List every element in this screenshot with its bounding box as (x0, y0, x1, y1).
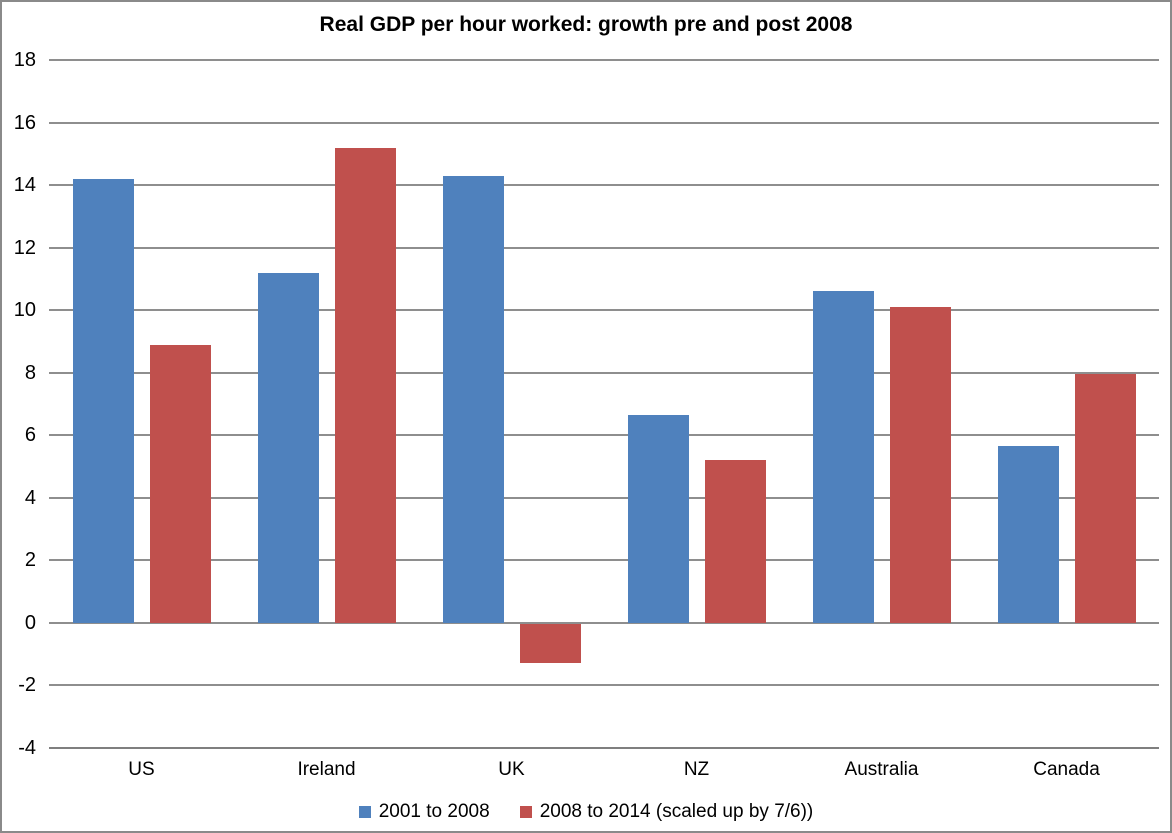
x-category-label-canada: Canada (1033, 759, 1100, 780)
bar-uk-series2 (520, 623, 581, 663)
bar-ireland-series1 (258, 272, 319, 623)
bar-nz-series2 (705, 460, 766, 623)
bar-us-series2 (150, 344, 211, 623)
gridline-y-12 (49, 246, 1159, 249)
y-tick-label-18: 18 (13, 49, 36, 71)
x-category-label-us: US (128, 759, 155, 780)
legend-item-series2: 2008 to 2014 (scaled up by 7/6)) (519, 801, 814, 823)
x-category-label-nz: NZ (683, 759, 710, 780)
y-tick-label-2: 2 (24, 549, 36, 572)
x-category-label-ireland: Ireland (297, 759, 356, 780)
gridline-y-14 (49, 184, 1159, 187)
y-tick-label-12: 12 (13, 236, 36, 259)
x-category-label-australia: Australia (844, 759, 919, 780)
gridline-y-8 (49, 371, 1159, 374)
legend-swatch-icon (519, 806, 532, 818)
legend-label-series1: 2001 to 2008 (378, 801, 490, 822)
gridline-y--2 (49, 684, 1159, 687)
gridline-y-0 (49, 621, 1159, 624)
bar-nz-series1 (628, 414, 689, 623)
x-axis: US Ireland UK NZ Australia Canada (49, 759, 1159, 783)
bar-canada-series2 (1075, 374, 1136, 623)
gridline-y-10 (49, 309, 1159, 312)
bar-ireland-series2 (335, 147, 396, 623)
x-axis-line (49, 747, 1159, 749)
gridline-y-18 (49, 59, 1159, 61)
legend: 2001 to 2008 2008 to 2014 (scaled up by 7… (2, 801, 1170, 823)
y-tick-label--2: -2 (18, 674, 36, 697)
y-tick-label-16: 16 (13, 111, 36, 134)
bar-us-series1 (73, 178, 134, 623)
gridline-y-2 (49, 559, 1159, 562)
plot-area (49, 59, 1159, 749)
gridline-y-4 (49, 496, 1159, 499)
legend-label-series2: 2008 to 2014 (scaled up by 7/6)) (539, 801, 814, 822)
y-tick-label-0: 0 (24, 611, 36, 634)
bar-australia-series1 (813, 291, 874, 623)
legend-item-series1: 2001 to 2008 (358, 801, 490, 823)
y-tick-label-14: 14 (13, 174, 36, 197)
y-tick-label--4: -4 (18, 737, 36, 759)
chart-title: Real GDP per hour worked: growth pre and… (319, 13, 853, 36)
y-tick-label-6: 6 (24, 424, 36, 447)
gridline-y-16 (49, 121, 1159, 124)
y-tick-label-8: 8 (24, 361, 36, 384)
gridline-y-6 (49, 434, 1159, 437)
y-tick-label-4: 4 (24, 486, 36, 509)
y-tick-label-10: 10 (13, 299, 36, 322)
legend-swatch-icon (358, 806, 371, 818)
y-axis: 18 16 14 12 10 8 6 4 2 0 -2 -4 (2, 50, 36, 758)
x-category-label-uk: UK (498, 759, 525, 780)
bar-canada-series1 (998, 446, 1059, 623)
bar-uk-series1 (443, 175, 504, 623)
bar-australia-series2 (890, 307, 951, 623)
